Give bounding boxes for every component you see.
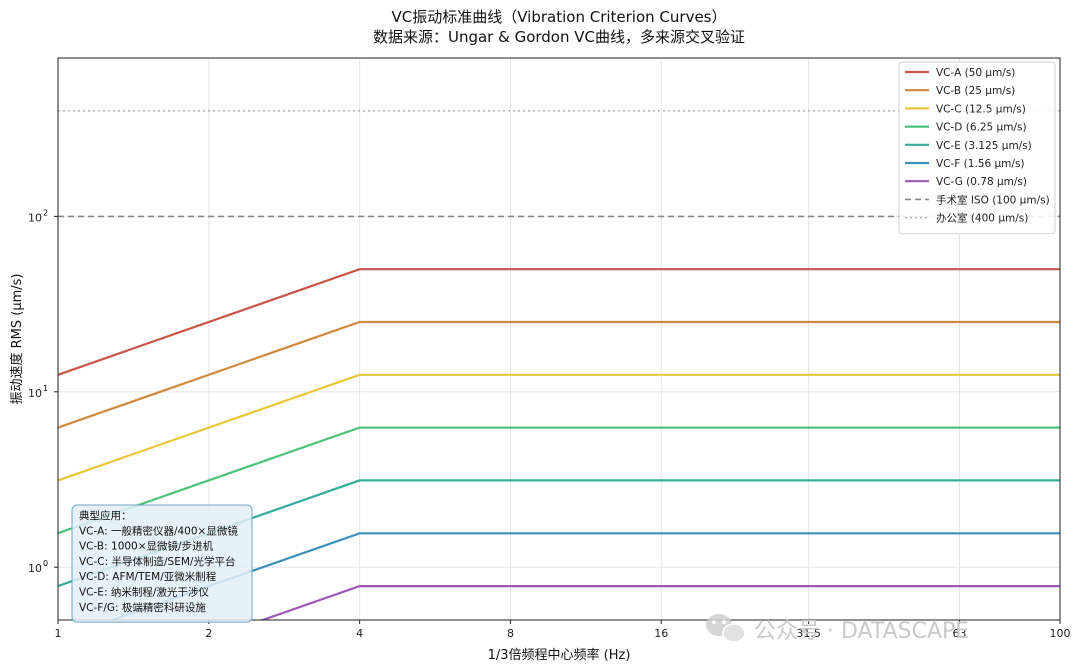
- legend-label: 办公室 (400 μm/s): [936, 212, 1028, 225]
- x-axis-label: 1/3倍频程中心频率 (Hz): [488, 647, 631, 663]
- chart-subtitle: 数据来源：Ungar & Gordon VC曲线，多来源交叉验证: [373, 28, 745, 46]
- annotation-line: VC-C: 半导体制造/SEM/光学平台: [79, 555, 235, 568]
- x-ticks: 1 2 4 8 16 31.5 63 100: [55, 620, 1071, 640]
- chart-title: VC振动标准曲线（Vibration Criterion Curves）: [392, 8, 727, 26]
- legend-label: VC-G (0.78 μm/s): [936, 176, 1027, 188]
- x-tick-label: 31.5: [796, 627, 821, 640]
- x-tick-label: 8: [507, 627, 514, 640]
- y-tick-label: 10 2: [28, 208, 48, 224]
- legend-label: 手术室 ISO (100 μm/s): [936, 193, 1050, 206]
- legend-label: VC-F (1.56 μm/s): [936, 158, 1025, 170]
- y-tick-exponent: 1: [43, 384, 48, 393]
- watermark: 公众号 · DATASCAPE: [706, 614, 969, 644]
- series-line-7: [259, 584, 1060, 620]
- annotation-line: VC-A: 一般精密仪器/400×显微镜: [79, 524, 238, 537]
- x-tick-label: 100: [1050, 627, 1071, 640]
- x-tick-label: 16: [654, 627, 668, 640]
- y-tick-label: 10 1: [28, 384, 48, 400]
- watermark-text: 公众号 · DATASCAPE: [754, 619, 969, 644]
- series-line-4: [58, 426, 1060, 535]
- x-tick-label: 2: [205, 627, 212, 640]
- x-tick-label: 4: [356, 627, 363, 640]
- series-line-1: [58, 268, 1060, 376]
- annotation-line: VC-F/G: 极端精密科研设施: [79, 601, 206, 614]
- annotation-box: [71, 504, 253, 623]
- y-tick-exponent: 0: [43, 559, 48, 568]
- application-annotation: 典型应用： VC-A: 一般精密仪器/400×显微镜 VC-B: 1000×显微镜/…: [71, 504, 253, 623]
- annotation-line: 典型应用：: [79, 509, 132, 522]
- x-tick-label: 63: [952, 627, 966, 640]
- legend-label: VC-A (50 μm/s): [936, 67, 1015, 79]
- y-tick-label: 10 0: [28, 559, 48, 575]
- y-tick-exponent: 2: [43, 208, 48, 217]
- series-lines: [58, 110, 1060, 620]
- legend: VC-A (50 μm/s) VC-B (25 μm/s) VC-C (12.5 μ…: [898, 61, 1056, 235]
- grid: [57, 58, 1061, 620]
- annotation-line: VC-E: 纳米制程/激光干涉仪: [79, 586, 209, 599]
- y-tick-base: 10: [28, 211, 42, 224]
- y-axis-label: 振动速度 RMS (μm/s): [9, 274, 25, 405]
- y-tick-base: 10: [28, 562, 42, 575]
- legend-label: VC-B (25 μm/s): [936, 85, 1015, 97]
- series-line-3: [58, 373, 1060, 482]
- annotation-line: VC-B: 1000×显微镜/步进机: [79, 540, 214, 553]
- legend-label: VC-D (6.25 μm/s): [936, 122, 1027, 134]
- legend-label: VC-E (3.125 μm/s): [936, 140, 1032, 152]
- series-line-2: [58, 320, 1060, 429]
- plot-frame: [57, 57, 1061, 621]
- annotation-line: VC-D: AFM/TEM/亚微米制程: [79, 570, 217, 583]
- wechat-icon: [706, 614, 746, 643]
- legend-label: VC-C (12.5 μm/s): [936, 103, 1026, 115]
- x-tick-label: 1: [55, 627, 62, 640]
- legend-box: [898, 61, 1056, 235]
- y-tick-base: 10: [28, 387, 42, 400]
